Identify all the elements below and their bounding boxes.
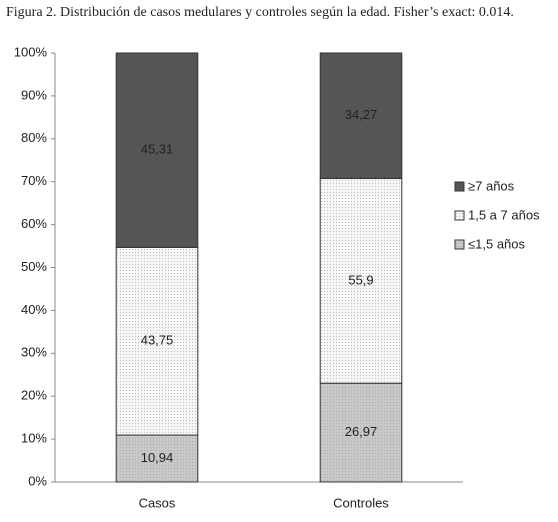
- legend-texture: [455, 211, 464, 220]
- x-tick-label: Casos: [139, 495, 176, 510]
- y-tick-label: 100%: [14, 44, 48, 59]
- data-label: 34,27: [345, 107, 378, 122]
- chart-title: Figura 2. Distribución de casos medulare…: [6, 5, 514, 20]
- data-label: 45,31: [141, 142, 174, 157]
- y-tick-label: 90%: [21, 87, 47, 102]
- bar-texture: [320, 383, 402, 482]
- y-tick-label: 80%: [21, 130, 47, 145]
- data-label: 43,75: [141, 333, 174, 348]
- data-label: 26,97: [345, 424, 378, 439]
- y-tick-label: 70%: [21, 173, 47, 188]
- bar-texture: [116, 435, 198, 482]
- y-tick-label: 50%: [21, 259, 47, 274]
- bar-texture: [320, 178, 402, 384]
- legend-label: ≥7 años: [468, 178, 515, 193]
- y-tick-label: 20%: [21, 388, 47, 403]
- y-tick-label: 0%: [28, 473, 47, 488]
- legend-label: ≤1,5 años: [468, 236, 526, 251]
- y-tick-label: 60%: [21, 216, 47, 231]
- data-label: 10,94: [141, 450, 174, 465]
- legend-texture: [455, 240, 464, 249]
- data-label: 55,9: [348, 272, 373, 287]
- legend-label: 1,5 a 7 años: [468, 207, 540, 222]
- x-tick-label: Controles: [333, 495, 389, 510]
- bar-segment: [319, 52, 403, 180]
- y-tick-label: 10%: [21, 431, 47, 446]
- y-tick-label: 40%: [21, 302, 47, 317]
- bar-segment: [115, 52, 199, 248]
- legend-swatch: [454, 181, 465, 192]
- y-tick-label: 30%: [21, 345, 47, 360]
- bar-texture: [116, 247, 198, 436]
